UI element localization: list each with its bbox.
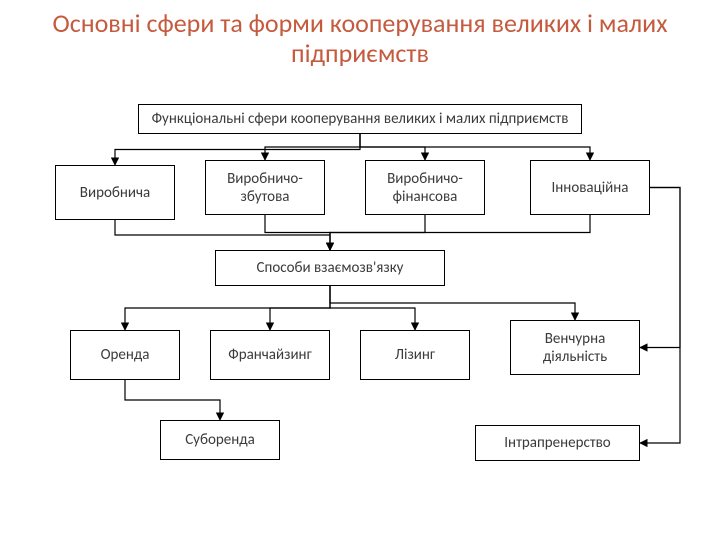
edge-ways-franch [270,286,330,330]
edge-ways-venture [330,286,575,320]
edge-root-finansova [360,134,425,160]
edge-innov-ways [330,215,590,250]
node-ways: Способи взаємозв'язку [215,250,445,286]
node-venture: Венчурна діяльність [510,320,640,375]
node-root: Функціональні сфери кооперування великих… [138,104,582,134]
edge-vyrobnycha-ways [115,220,330,250]
edge-root-innov [360,134,590,160]
node-suborenda: Суборенда [160,420,280,460]
node-zbutova: Виробничо-збутова [205,160,325,215]
edge-finansova-ways [330,215,425,250]
page-title: Основні сфери та форми кооперування вели… [0,8,720,68]
edge-orenda-suborenda [125,380,220,420]
node-lizyng: Лізинг [360,330,470,380]
edge-ways-lizyng [330,286,415,330]
node-finansova: Виробничо-фінансова [365,160,485,215]
node-intra: Інтрапренерство [475,425,640,461]
edge-ways-orenda [125,286,330,330]
edge-zbutova-ways [265,215,330,250]
edge-root-zbutova [265,134,360,160]
node-vyrobnycha: Виробнича [55,165,175,220]
node-orenda: Оренда [70,330,180,380]
node-innov: Інноваційна [530,160,650,215]
node-franch: Франчайзинг [210,330,330,380]
edge-innov-intra [640,188,680,444]
